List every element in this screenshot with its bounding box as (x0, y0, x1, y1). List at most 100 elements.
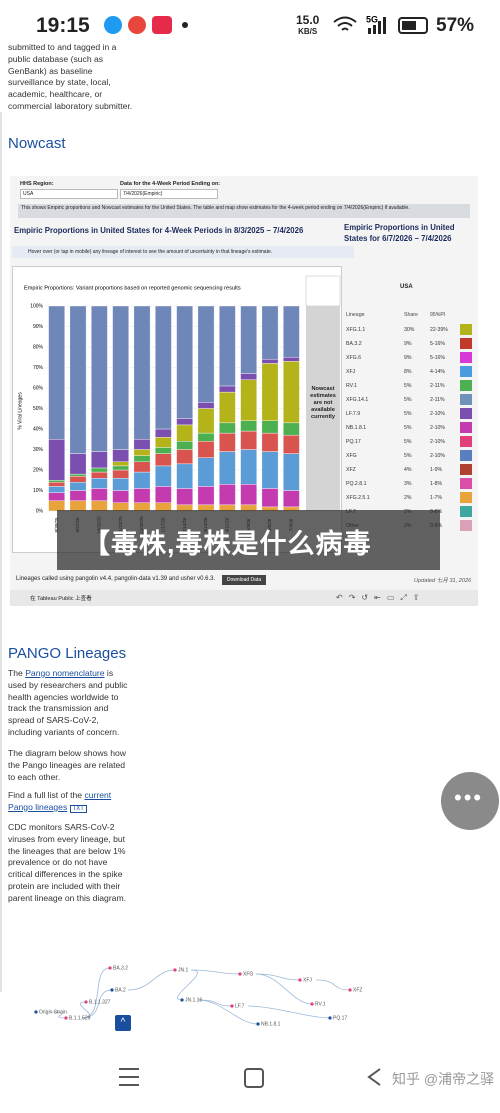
bar-segment (176, 424, 193, 442)
bar-segment (240, 484, 257, 506)
region-select[interactable]: USA (20, 189, 118, 199)
bar-segment (155, 486, 172, 503)
table-cell: 9% (404, 341, 412, 347)
bar-segment (133, 305, 151, 440)
legend-swatch (460, 422, 472, 433)
tableau-link[interactable]: 在 Tableau Public 上查看 (30, 596, 92, 602)
y-tick-label: 20% (33, 467, 44, 473)
table-cell: 5% (404, 425, 412, 431)
tree-edge (197, 999, 233, 1007)
bar-segment (155, 428, 172, 438)
left-rule (0, 112, 2, 992)
menu-icon[interactable] (118, 1067, 140, 1087)
tree-label: Origin Strain (39, 1009, 67, 1015)
table-cell: XFG.2.5.1 (346, 495, 370, 501)
tree-node (180, 998, 184, 1002)
table-cell: 2-10% (430, 439, 445, 445)
bar-segment (261, 359, 279, 364)
bar-segment (240, 373, 257, 381)
legend-swatch (460, 492, 472, 503)
bar-segment (261, 420, 279, 434)
tree-edge (197, 999, 259, 1025)
period-select[interactable]: 7/4/2026(Empiric) (120, 189, 218, 199)
bar-segment (112, 305, 129, 450)
bar-segment (133, 488, 151, 503)
bar-segment (155, 453, 172, 467)
tree-node (173, 968, 177, 972)
y-tick-label: 10% (33, 488, 44, 494)
bar-segment (240, 420, 257, 432)
bar-segment (133, 439, 151, 450)
table-cell: 5% (404, 397, 412, 403)
bar-segment (261, 305, 279, 360)
y-axis-label: % Viral Lineages (17, 392, 23, 430)
bar-segment (91, 477, 108, 489)
bar-segment (283, 361, 300, 424)
bar-segment (283, 453, 300, 491)
filter-label: Data for the 4-Week Period Ending on: (120, 181, 221, 187)
bar-segment (112, 465, 129, 471)
description: This shows Empiric proportions and Nowca… (18, 204, 470, 218)
tree-node (230, 1004, 234, 1008)
tree-label: RV.1 (315, 1001, 326, 1007)
tree-label: BA.2 (115, 987, 126, 993)
dot (182, 22, 188, 28)
tree-edge (81, 967, 111, 1019)
legend-swatch (460, 352, 472, 363)
toolbar-icons[interactable]: ↶↷↺⇤▭⤢⇪ (336, 593, 426, 602)
footnote: Lineages called using pangolin v4.4, pan… (16, 576, 216, 582)
bar-segment (283, 357, 300, 362)
tree-label: XFZ (353, 987, 362, 993)
bar-segment (69, 490, 87, 501)
badge[interactable]: TXT (69, 804, 87, 813)
bar-segment (48, 482, 65, 487)
table-cell: 22-39% (430, 327, 448, 333)
tree-node (64, 1016, 68, 1020)
bar-segment (197, 305, 215, 403)
bar-segment (112, 461, 129, 467)
tree-edge (51, 1011, 67, 1019)
bar-segment (197, 432, 215, 442)
back-icon[interactable] (366, 1067, 382, 1087)
home-icon[interactable] (244, 1068, 264, 1088)
table-header: Share (404, 312, 418, 318)
paragraph: Find a full list of the current Pango li… (8, 790, 134, 816)
tree-label: XFG (243, 971, 253, 977)
bar-segment (155, 447, 172, 454)
link[interactable]: Pango nomenclature (25, 668, 105, 678)
table-cell: PQ.2.8.1 (346, 481, 367, 487)
tree-node (348, 988, 352, 992)
net-speed: 15.0 KB/S (296, 14, 319, 37)
chart-title: Empiric Proportions: Variant proportions… (24, 285, 241, 291)
tree-edge (190, 969, 241, 975)
download-button[interactable]: Download Data (222, 575, 266, 585)
tree-edge (127, 969, 176, 991)
more-button[interactable]: ••• (441, 772, 499, 830)
bar-segment (197, 408, 215, 434)
y-tick-label: 60% (33, 385, 44, 391)
tree-edge (247, 1005, 331, 1019)
speed-unit: KB/S (298, 27, 318, 36)
wifi (333, 16, 357, 31)
bar-segment (219, 391, 236, 424)
paragraph: The diagram below shows how the Pango li… (8, 748, 126, 782)
table-cell: 30% (404, 327, 415, 333)
bar-segment (112, 490, 129, 504)
bar-segment (133, 461, 151, 473)
table-cell: 5-16% (430, 341, 445, 347)
link[interactable]: current Pango lineages (8, 790, 112, 812)
x-tick-label: 8/30/25 (54, 517, 59, 533)
banner-text: 【毒株,毒株是什么病毒 (83, 529, 372, 559)
chart: Empiric Proportions: Variant proportions… (17, 275, 341, 534)
table-cell: 2-10% (430, 425, 445, 431)
bar-segment (133, 449, 151, 456)
tree-label: BA.3.2 (113, 965, 128, 971)
bar-segment (155, 436, 172, 448)
tree-label: JN.1.16 (185, 997, 202, 1003)
table-cell: 2-10% (430, 453, 445, 459)
y-tick-label: 100% (30, 303, 43, 309)
scroll-top[interactable]: ^ (115, 1015, 131, 1031)
table-cell: XFG.1.1 (346, 327, 366, 333)
bar-segment (176, 305, 193, 419)
